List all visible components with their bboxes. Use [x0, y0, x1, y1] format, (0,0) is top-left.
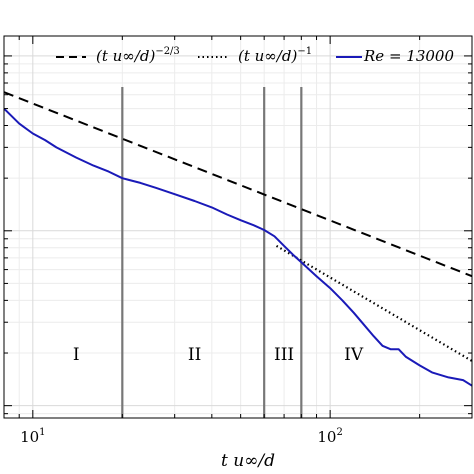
x-tick-label: 102	[317, 427, 342, 446]
x-tick-label: 101	[20, 427, 45, 446]
series-lines	[3, 91, 473, 387]
legend-label: (t u∞/d)−1	[238, 46, 312, 65]
series-line	[3, 107, 473, 387]
major-gridlines	[4, 36, 472, 418]
region-labels: I II III IV	[73, 345, 364, 365]
series-line	[275, 244, 473, 362]
legend: (t u∞/d)−2/3 (t u∞/d)−1 Re = 13000	[56, 46, 454, 65]
region-label: IV	[344, 345, 364, 365]
legend-label: Re = 13000	[363, 47, 454, 65]
series-line	[3, 91, 473, 278]
region-label: II	[188, 345, 201, 365]
region-label: III	[274, 345, 294, 365]
region-boundaries	[121, 87, 303, 418]
x-tick-labels: 101 102	[20, 427, 343, 446]
axis-ticks	[3, 36, 473, 418]
plot-frame	[3, 35, 473, 419]
x-axis-label: t u∞/d	[221, 451, 275, 471]
legend-label: (t u∞/d)−2/3	[96, 46, 180, 65]
region-label: I	[73, 345, 80, 365]
